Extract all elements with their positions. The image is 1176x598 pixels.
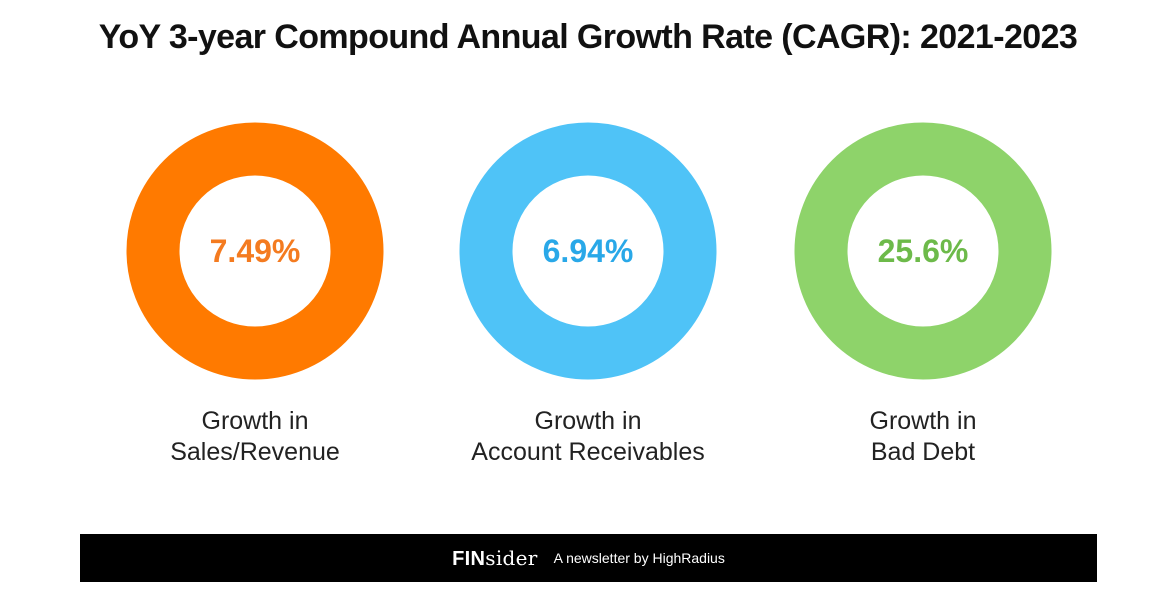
donut-chart-svg: 25.6% bbox=[794, 122, 1052, 380]
logo-strong-text: FIN bbox=[452, 547, 486, 570]
donut-ring bbox=[459, 122, 717, 380]
logo-rest-text: sider bbox=[485, 545, 538, 570]
donut-ring bbox=[126, 122, 384, 380]
caption-line: Growth in bbox=[869, 407, 977, 435]
caption-sales-revenue: Growth in Sales/Revenue bbox=[85, 406, 425, 468]
footer-bar: FINsider A newsletter by HighRadius bbox=[80, 534, 1097, 582]
donut-bad-debt: 25.6% bbox=[793, 120, 1053, 382]
donut-chart-svg: 7.49% bbox=[126, 122, 384, 380]
caption-account-receivables: Growth in Account Receivables bbox=[418, 406, 758, 468]
caption-line: Growth in bbox=[201, 407, 309, 435]
caption-line: Account Receivables bbox=[471, 438, 705, 466]
caption-line: Bad Debt bbox=[870, 438, 976, 466]
donut-chart-svg: 6.94% bbox=[459, 122, 717, 380]
donut-account-receivables: 6.94% bbox=[458, 120, 718, 382]
donut-sales-revenue: 7.49% bbox=[125, 120, 385, 382]
donut-ring bbox=[794, 122, 1052, 380]
donut-value-label: 25.6% bbox=[878, 233, 969, 269]
chart-title: YoY 3-year Compound Annual Growth Rate (… bbox=[98, 18, 1078, 56]
donut-value-label: 6.94% bbox=[543, 233, 634, 269]
finsider-logo: FINsider bbox=[452, 546, 537, 571]
caption-line: Growth in bbox=[534, 407, 642, 435]
caption-bad-debt: Growth in Bad Debt bbox=[753, 406, 1093, 468]
footer-tagline: A newsletter by HighRadius bbox=[553, 550, 725, 566]
donut-value-label: 7.49% bbox=[210, 233, 301, 269]
caption-line: Sales/Revenue bbox=[170, 438, 340, 466]
